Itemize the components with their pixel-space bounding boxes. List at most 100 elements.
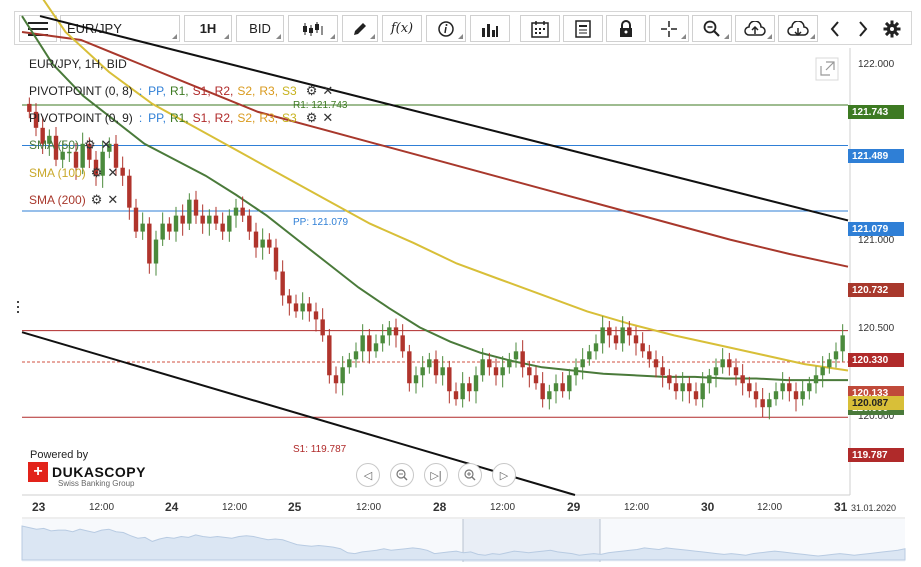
candle-body [373, 343, 379, 352]
chart-header: EUR/JPY, 1H, BID [29, 57, 127, 71]
chart-header-label: EUR/JPY, 1H, BID [29, 57, 127, 71]
candle-body [73, 151, 79, 168]
candle-body [740, 375, 745, 384]
candle-body [27, 103, 32, 112]
pivot1-colon: : [138, 84, 143, 98]
timeframe-selector[interactable]: 1H [184, 15, 232, 42]
y-tick-120500: 120.500 [858, 323, 895, 334]
candle-body [720, 359, 725, 368]
candle-body [240, 207, 245, 216]
sma100-settings-gear-icon[interactable]: ⚙ [90, 165, 103, 180]
download-icon[interactable] [778, 15, 818, 42]
sma200-legend: SMA (200) ⚙ ✕ [29, 192, 118, 208]
instrument-selector[interactable]: EUR/JPY [60, 15, 180, 42]
candle-body [347, 359, 352, 368]
candle-body [260, 239, 265, 248]
candle-body [67, 151, 72, 154]
reset-view-icon[interactable]: ▷| [424, 463, 448, 487]
scroll-right-icon[interactable]: ▷ [492, 463, 516, 487]
sma50-remove-close-icon[interactable]: ✕ [100, 137, 112, 152]
zoom-in-icon[interactable] [458, 463, 482, 487]
candle-body [453, 391, 459, 400]
gear-icon[interactable] [877, 15, 907, 42]
price-tag-blue-1: 121.489 [848, 149, 904, 163]
candle-body [407, 351, 412, 384]
sma50-settings-gear-icon[interactable]: ⚙ [84, 137, 96, 152]
candle-body [120, 167, 125, 176]
pivot2-r1: R1, [169, 111, 189, 125]
sma100-remove-close-icon[interactable]: ✕ [107, 165, 119, 180]
pivot2-pp: PP, [148, 111, 166, 125]
candle-body [680, 383, 685, 392]
candle-body [640, 343, 645, 352]
candle-body [620, 327, 625, 344]
candle-body [60, 151, 65, 160]
fx-icon[interactable]: f(x) [382, 15, 422, 42]
candle-body [227, 215, 232, 232]
candle-body [53, 135, 59, 160]
candle-body [580, 359, 585, 368]
pivot1-r1: R1, [169, 84, 189, 98]
candle-body [340, 367, 345, 384]
candle-body [360, 335, 365, 352]
lock-icon[interactable] [606, 15, 646, 42]
price-tag-sma200: 120.732 [848, 283, 904, 297]
pivot2-s2: S2, [237, 111, 256, 125]
pivot1-s2: S2, [237, 84, 256, 98]
candle-body [300, 303, 305, 312]
candle-body [513, 351, 519, 360]
candle-body [560, 383, 565, 392]
candle-body [833, 351, 839, 360]
x-tick-30: 30 [701, 500, 715, 514]
report-icon[interactable] [563, 15, 603, 42]
candle-body [607, 327, 612, 336]
sma200-settings-gear-icon[interactable]: ⚙ [90, 192, 103, 207]
candle-body [100, 151, 105, 176]
zoom-out-icon[interactable] [390, 463, 414, 487]
candle-body [233, 207, 239, 216]
price-tag-s1: 119.787 [848, 448, 904, 462]
upload-icon[interactable] [735, 15, 775, 42]
candle-body [380, 335, 385, 344]
candle-body [273, 247, 279, 272]
candles-icon[interactable] [288, 15, 338, 42]
sma100-legend: SMA (100) ⚙ ✕ [29, 165, 118, 181]
prev-icon[interactable] [821, 15, 849, 42]
pivot2-settings-gear-icon[interactable]: ⚙ [305, 110, 318, 125]
candle-body [173, 215, 179, 232]
upper-trendline [39, 15, 849, 222]
candle-body [527, 367, 532, 376]
info-icon[interactable] [426, 15, 466, 42]
side-selector[interactable]: BID [236, 15, 284, 42]
candle-body [393, 327, 399, 336]
pivot2-remove-close-icon[interactable]: ✕ [322, 110, 334, 125]
candle-body [793, 391, 799, 400]
pencil-icon[interactable] [342, 15, 378, 42]
x-tick-24: 24 [165, 500, 179, 514]
next-icon[interactable] [849, 15, 877, 42]
candle-body [593, 343, 599, 352]
candle-body [507, 359, 512, 368]
sma50-label: SMA (50) [29, 138, 80, 152]
pivot2-name: PIVOTPOINT (0, 9) [29, 111, 133, 125]
calendar-icon[interactable] [520, 15, 560, 42]
pivot1-remove-close-icon[interactable]: ✕ [322, 83, 334, 98]
zoom-icon[interactable] [692, 15, 732, 42]
crosshair-icon[interactable] [649, 15, 689, 42]
brand-subtitle: Swiss Banking Group [58, 479, 135, 488]
sma100-label: SMA (100) [29, 166, 86, 180]
scroll-left-icon[interactable]: ◁ [356, 463, 380, 487]
navigator-area[interactable] [21, 525, 906, 561]
sma200-remove-close-icon[interactable]: ✕ [107, 192, 119, 207]
candle-body [307, 303, 312, 312]
candle-body [247, 215, 252, 232]
volume-icon[interactable] [470, 15, 510, 42]
pivot1-settings-gear-icon[interactable]: ⚙ [305, 83, 318, 98]
candle-body [587, 351, 592, 360]
candle-body [653, 359, 659, 368]
candle-body [333, 375, 339, 384]
candle-body [840, 335, 845, 352]
x-tick-25: 25 [288, 500, 302, 514]
candle-body [187, 199, 192, 224]
